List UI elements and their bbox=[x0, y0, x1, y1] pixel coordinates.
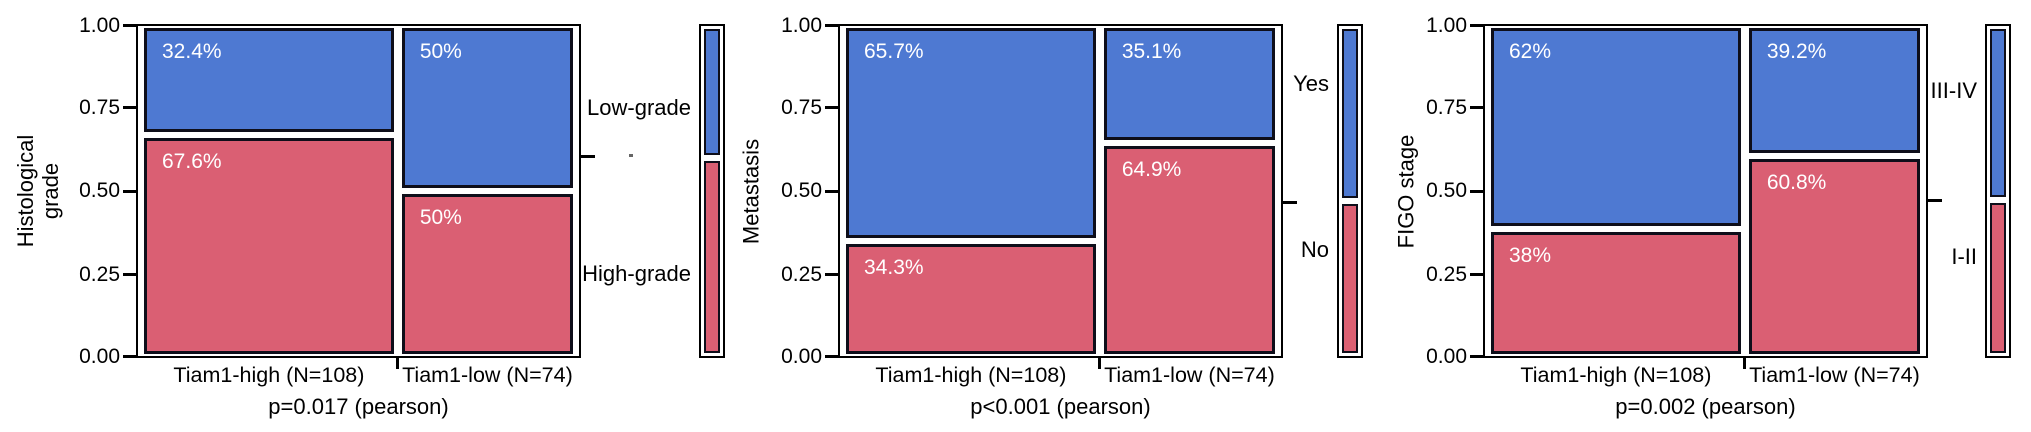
y-tick-label: 1.00 bbox=[79, 13, 120, 37]
mosaic-box-no bbox=[846, 244, 1096, 354]
y-tick-label: 1.00 bbox=[781, 13, 822, 37]
x-axis-tick bbox=[1098, 358, 1102, 369]
column-label: Tiam1-low (N=74) bbox=[1104, 363, 1275, 387]
y-tick-label: 0.00 bbox=[1426, 344, 1467, 368]
p-value-caption: p<0.001 (pearson) bbox=[970, 394, 1151, 419]
mosaic-box-i-ii bbox=[1491, 232, 1741, 354]
y-tick-label: 0.00 bbox=[79, 344, 120, 368]
marginal-split-tick bbox=[581, 154, 595, 158]
y-tick-mark bbox=[825, 273, 838, 276]
y-tick-mark bbox=[123, 355, 136, 358]
y-tick-mark bbox=[825, 106, 838, 109]
y-tick-mark bbox=[825, 24, 838, 27]
percent-label: 65.7% bbox=[864, 40, 924, 63]
percent-label: 34.3% bbox=[864, 256, 924, 280]
percent-label: 35.1% bbox=[1121, 40, 1182, 63]
mosaic-panel-figo-stage: FIGO stage 1.00 0.75 0.50 0.25 0.00 62% 38% 39.2… bbox=[1380, 0, 2031, 432]
legend-category-label: High-grade bbox=[582, 261, 691, 286]
percent-label: 60.8% bbox=[1766, 171, 1827, 195]
percent-label: 39.2% bbox=[1766, 40, 1827, 63]
mosaic-panel-histological-grade: Histological grade 1.00 0.75 0.50 0.25 0.00 32.… bbox=[0, 0, 735, 432]
column-label: Tiam1-high (N=108) bbox=[173, 363, 365, 387]
y-tick-mark bbox=[123, 273, 136, 276]
y-tick-label: 0.50 bbox=[781, 179, 822, 202]
mosaic-box-i-ii bbox=[1748, 159, 1920, 354]
y-tick-label: 1.00 bbox=[1426, 13, 1467, 37]
y-tick-mark bbox=[123, 24, 136, 27]
percent-label: 50% bbox=[419, 206, 462, 229]
mosaic-panel-metastasis: Metastasis 1.00 0.75 0.50 0.25 0.00 65.7% 34.3%… bbox=[735, 0, 1380, 432]
p-value-caption: p=0.017 (pearson) bbox=[268, 394, 449, 419]
percent-label: 62% bbox=[1509, 40, 1552, 63]
mosaic-box-no bbox=[1103, 146, 1275, 354]
legend-category-label: III-IV bbox=[1930, 77, 1977, 103]
legend-segment-high-grade bbox=[704, 160, 720, 353]
percent-label: 38% bbox=[1509, 244, 1552, 268]
y-tick-mark bbox=[1470, 273, 1483, 276]
mosaic-box-yes bbox=[846, 28, 1096, 239]
y-tick-label: 0.25 bbox=[1426, 262, 1467, 286]
y-tick-mark bbox=[123, 106, 136, 109]
marginal-split-dot bbox=[629, 154, 633, 158]
y-tick-label: 0.25 bbox=[781, 262, 822, 286]
legend-category-label: I-II bbox=[1951, 243, 1977, 269]
y-tick-mark bbox=[1470, 106, 1483, 109]
y-tick-mark bbox=[123, 189, 136, 193]
column-label: Tiam1-low (N=74) bbox=[1749, 363, 1920, 387]
mosaic-box-low-grade bbox=[144, 28, 394, 132]
legend-segment-yes bbox=[1342, 29, 1358, 199]
legend-segment-low-grade bbox=[704, 29, 720, 155]
y-tick-label: 0.75 bbox=[79, 95, 120, 119]
y-tick-label: 0.75 bbox=[781, 95, 822, 119]
y-tick-label: 0.25 bbox=[79, 262, 120, 286]
marginal-split-tick bbox=[1928, 198, 1942, 202]
column-label: Tiam1-high (N=108) bbox=[875, 363, 1067, 387]
percent-label: 32.4% bbox=[162, 40, 222, 63]
x-axis-tick bbox=[396, 358, 400, 369]
legend-segment-i-ii bbox=[1990, 202, 2006, 353]
mosaic-box-high-grade bbox=[401, 194, 573, 354]
mosaic-box-low-grade bbox=[401, 28, 573, 188]
y-tick-mark bbox=[1470, 189, 1483, 193]
mosaic-box-iii-iv bbox=[1748, 28, 1920, 154]
percent-label: 50% bbox=[419, 40, 462, 63]
legend-segment-no bbox=[1342, 204, 1358, 353]
mosaic-box-yes bbox=[1103, 28, 1275, 141]
column-label: Tiam1-high (N=108) bbox=[1520, 363, 1712, 387]
mosaic-box-high-grade bbox=[144, 137, 394, 354]
y-axis-title-line: Histological bbox=[13, 134, 38, 248]
percent-label: 67.6% bbox=[162, 149, 222, 173]
y-tick-mark bbox=[1470, 355, 1483, 358]
mosaic-box-iii-iv bbox=[1491, 28, 1741, 227]
legend-category-label: Yes bbox=[1293, 71, 1329, 97]
legend-segment-iii-iv bbox=[1990, 29, 2006, 197]
y-tick-mark bbox=[825, 355, 838, 358]
legend-category-label: Low-grade bbox=[587, 95, 691, 120]
marginal-split-tick bbox=[1283, 200, 1297, 204]
y-tick-label: 0.50 bbox=[79, 179, 120, 202]
percent-label: 64.9% bbox=[1121, 158, 1182, 182]
y-tick-mark bbox=[1470, 24, 1483, 27]
y-tick-label: 0.00 bbox=[781, 344, 822, 368]
p-value-caption: p=0.002 (pearson) bbox=[1615, 394, 1796, 419]
y-tick-label: 0.75 bbox=[1426, 95, 1467, 119]
y-tick-label: 0.50 bbox=[1426, 179, 1467, 202]
column-label: Tiam1-low (N=74) bbox=[402, 363, 573, 387]
y-tick-mark bbox=[825, 189, 838, 193]
x-axis-tick bbox=[1743, 358, 1747, 369]
legend-category-label: No bbox=[1300, 237, 1329, 263]
